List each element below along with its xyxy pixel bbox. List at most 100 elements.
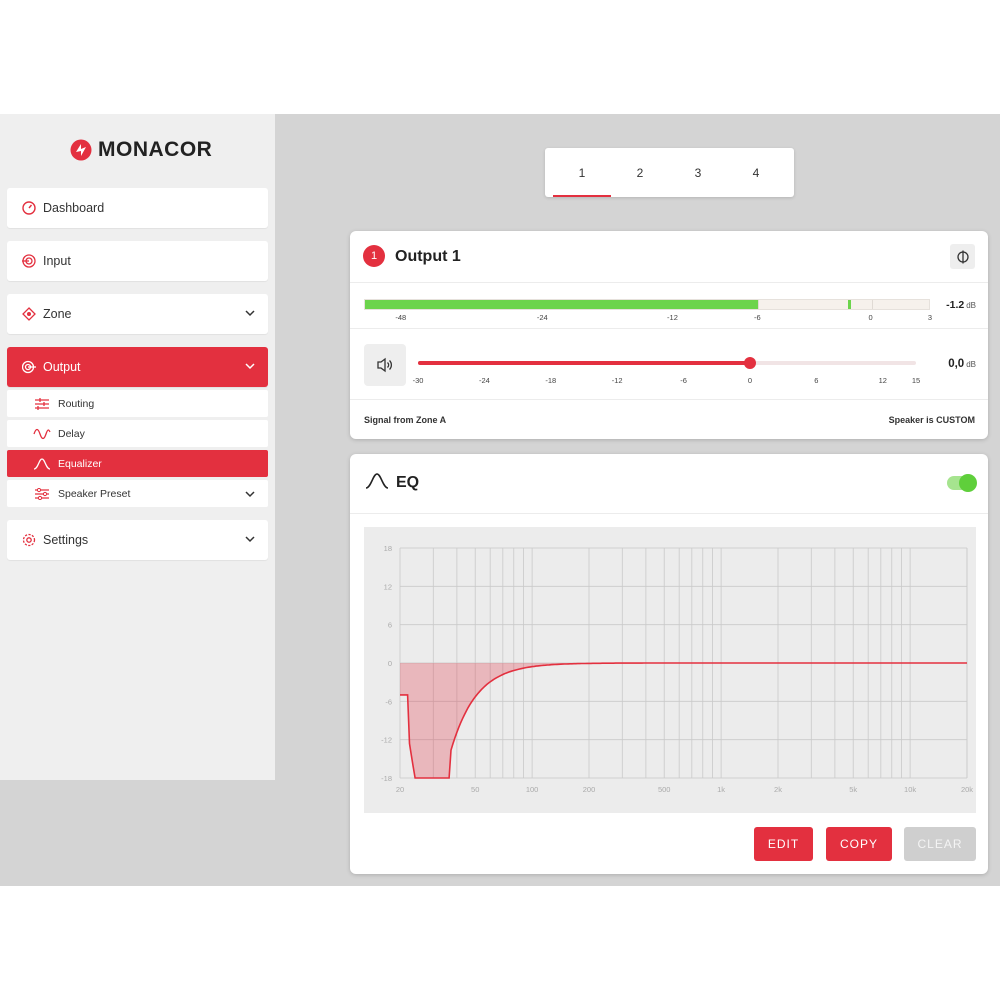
clear-button[interactable]: CLEAR [904,827,976,861]
sidebar-subitem-speaker-preset[interactable]: Speaker Preset [7,480,268,507]
eq-title: EQ [396,474,420,491]
sidebar-item-label: Input [43,254,71,268]
level-tick-label: -24 [536,313,548,322]
equalizer-curve-icon [33,457,51,471]
eq-x-tick-label: 2k [774,785,782,794]
volume-slider[interactable] [418,357,916,369]
level-tick-label: 3 [927,313,933,322]
sidebar-item-zone[interactable]: Zone [7,294,268,334]
speaker-status-text: Speaker is CUSTOM [888,415,975,425]
sidebar-subitem-label: Delay [58,427,85,440]
sliders-icon [33,487,51,501]
level-tick-label: -48 [395,313,407,322]
eq-y-tick-label: -18 [381,774,392,783]
eq-response-curve [400,662,967,779]
dashboard-gauge-icon [21,200,37,216]
level-tick-label: -12 [667,313,678,322]
monacor-logo-icon [70,139,92,161]
level-meter [364,299,930,310]
output-title: Output 1 [395,248,461,265]
routing-icon [33,397,51,411]
volume-value: 0,0 [948,358,965,370]
volume-tick-label: 12 [878,376,887,385]
phase-invert-button[interactable] [950,244,975,269]
level-unit: dB [966,301,976,310]
divider [350,282,988,283]
app-window: MONACOR Dashboard Input Zone Outp [0,114,1000,886]
level-meter-fill [365,300,759,309]
eq-enable-toggle[interactable] [947,474,977,492]
sidebar-subitem-label: Speaker Preset [58,487,131,500]
volume-tick-label: 0 [747,376,753,385]
sidebar-item-dashboard[interactable]: Dashboard [7,188,268,228]
divider [350,513,988,514]
divider [350,328,988,329]
level-readout: -1.2 dB [946,299,976,311]
volume-tick-label: -30 [412,376,424,385]
sidebar-subitem-routing[interactable]: Routing [7,390,268,417]
volume-slider-fill [418,361,750,365]
eq-curve-fill [400,663,967,778]
input-target-icon [21,253,37,269]
level-value: -1.2 [946,299,965,311]
speaker-icon [377,357,393,373]
eq-x-tick-label: 20k [961,785,973,794]
sidebar: MONACOR Dashboard Input Zone Outp [0,114,275,780]
gear-icon [21,532,37,548]
meter-gridline [871,300,873,309]
volume-unit: dB [966,360,976,369]
edit-button[interactable]: EDIT [754,827,813,861]
sidebar-item-settings[interactable]: Settings [7,520,268,560]
level-meter-peak [847,300,851,309]
volume-slider-thumb[interactable] [744,357,756,369]
sidebar-subitem-label: Equalizer [58,457,102,470]
tab-output-4[interactable]: 4 [752,165,760,180]
volume-readout: 0,0 dB [948,358,976,370]
volume-tick-label: 15 [911,376,921,385]
eq-x-tick-label: 50 [471,785,479,794]
volume-tick-label: -18 [545,376,557,385]
eq-y-tick-label: 18 [384,544,392,553]
mute-button[interactable] [364,344,406,386]
level-tick-label: 0 [868,313,873,322]
eq-x-tick-label: 5k [849,785,857,794]
sidebar-subitem-equalizer[interactable]: Equalizer [7,450,268,477]
volume-tick-label: -24 [478,376,490,385]
output-tabs: 1 2 3 4 [545,148,794,197]
toggle-knob [959,474,977,492]
level-tick-label: -6 [754,313,761,322]
divider [350,399,988,400]
eq-x-tick-label: 100 [526,785,539,794]
eq-x-tick-label: 1k [717,785,725,794]
output-card: 1 Output 1 -48 -24 -12 -6 0 3 -1.2 dB -30 -24 -1… [350,231,988,439]
tab-output-3[interactable]: 3 [694,165,702,180]
eq-y-tick-label: 0 [388,659,392,668]
chevron-down-icon[interactable] [244,360,256,372]
copy-button[interactable]: COPY [826,827,892,861]
output-number-badge: 1 [363,245,385,267]
chevron-down-icon[interactable] [244,488,256,500]
sidebar-subitem-label: Routing [58,397,95,410]
zone-speaker-icon [21,306,37,322]
sidebar-item-label: Settings [43,533,89,547]
volume-tick-label: -12 [611,376,623,385]
eq-graph-background [364,527,976,813]
phase-icon [956,250,969,263]
sidebar-subitem-delay[interactable]: Delay [7,420,268,447]
sidebar-item-label: Dashboard [43,201,105,215]
eq-x-tick-label: 20 [396,785,404,794]
chevron-down-icon[interactable] [244,533,256,545]
eq-y-tick-label: 6 [388,621,392,630]
tab-output-1[interactable]: 1 [553,148,611,197]
sidebar-item-input[interactable]: Input [7,241,268,281]
volume-tick-label: 6 [814,376,819,385]
eq-y-tick-label: 12 [384,582,392,591]
chevron-down-icon[interactable] [244,307,256,319]
sidebar-item-output[interactable]: Output [7,347,268,387]
output-icon [21,359,37,375]
eq-response-graph[interactable]: 18 12 6 0 -6 -12 -18 20 50 100 200 500 1k 2k 5k 10k 20k [364,527,976,813]
eq-x-tick-label: 200 [583,785,596,794]
tab-output-2[interactable]: 2 [636,165,644,180]
eq-x-tick-label: 10k [904,785,916,794]
brand-name: MONACOR [98,138,213,161]
